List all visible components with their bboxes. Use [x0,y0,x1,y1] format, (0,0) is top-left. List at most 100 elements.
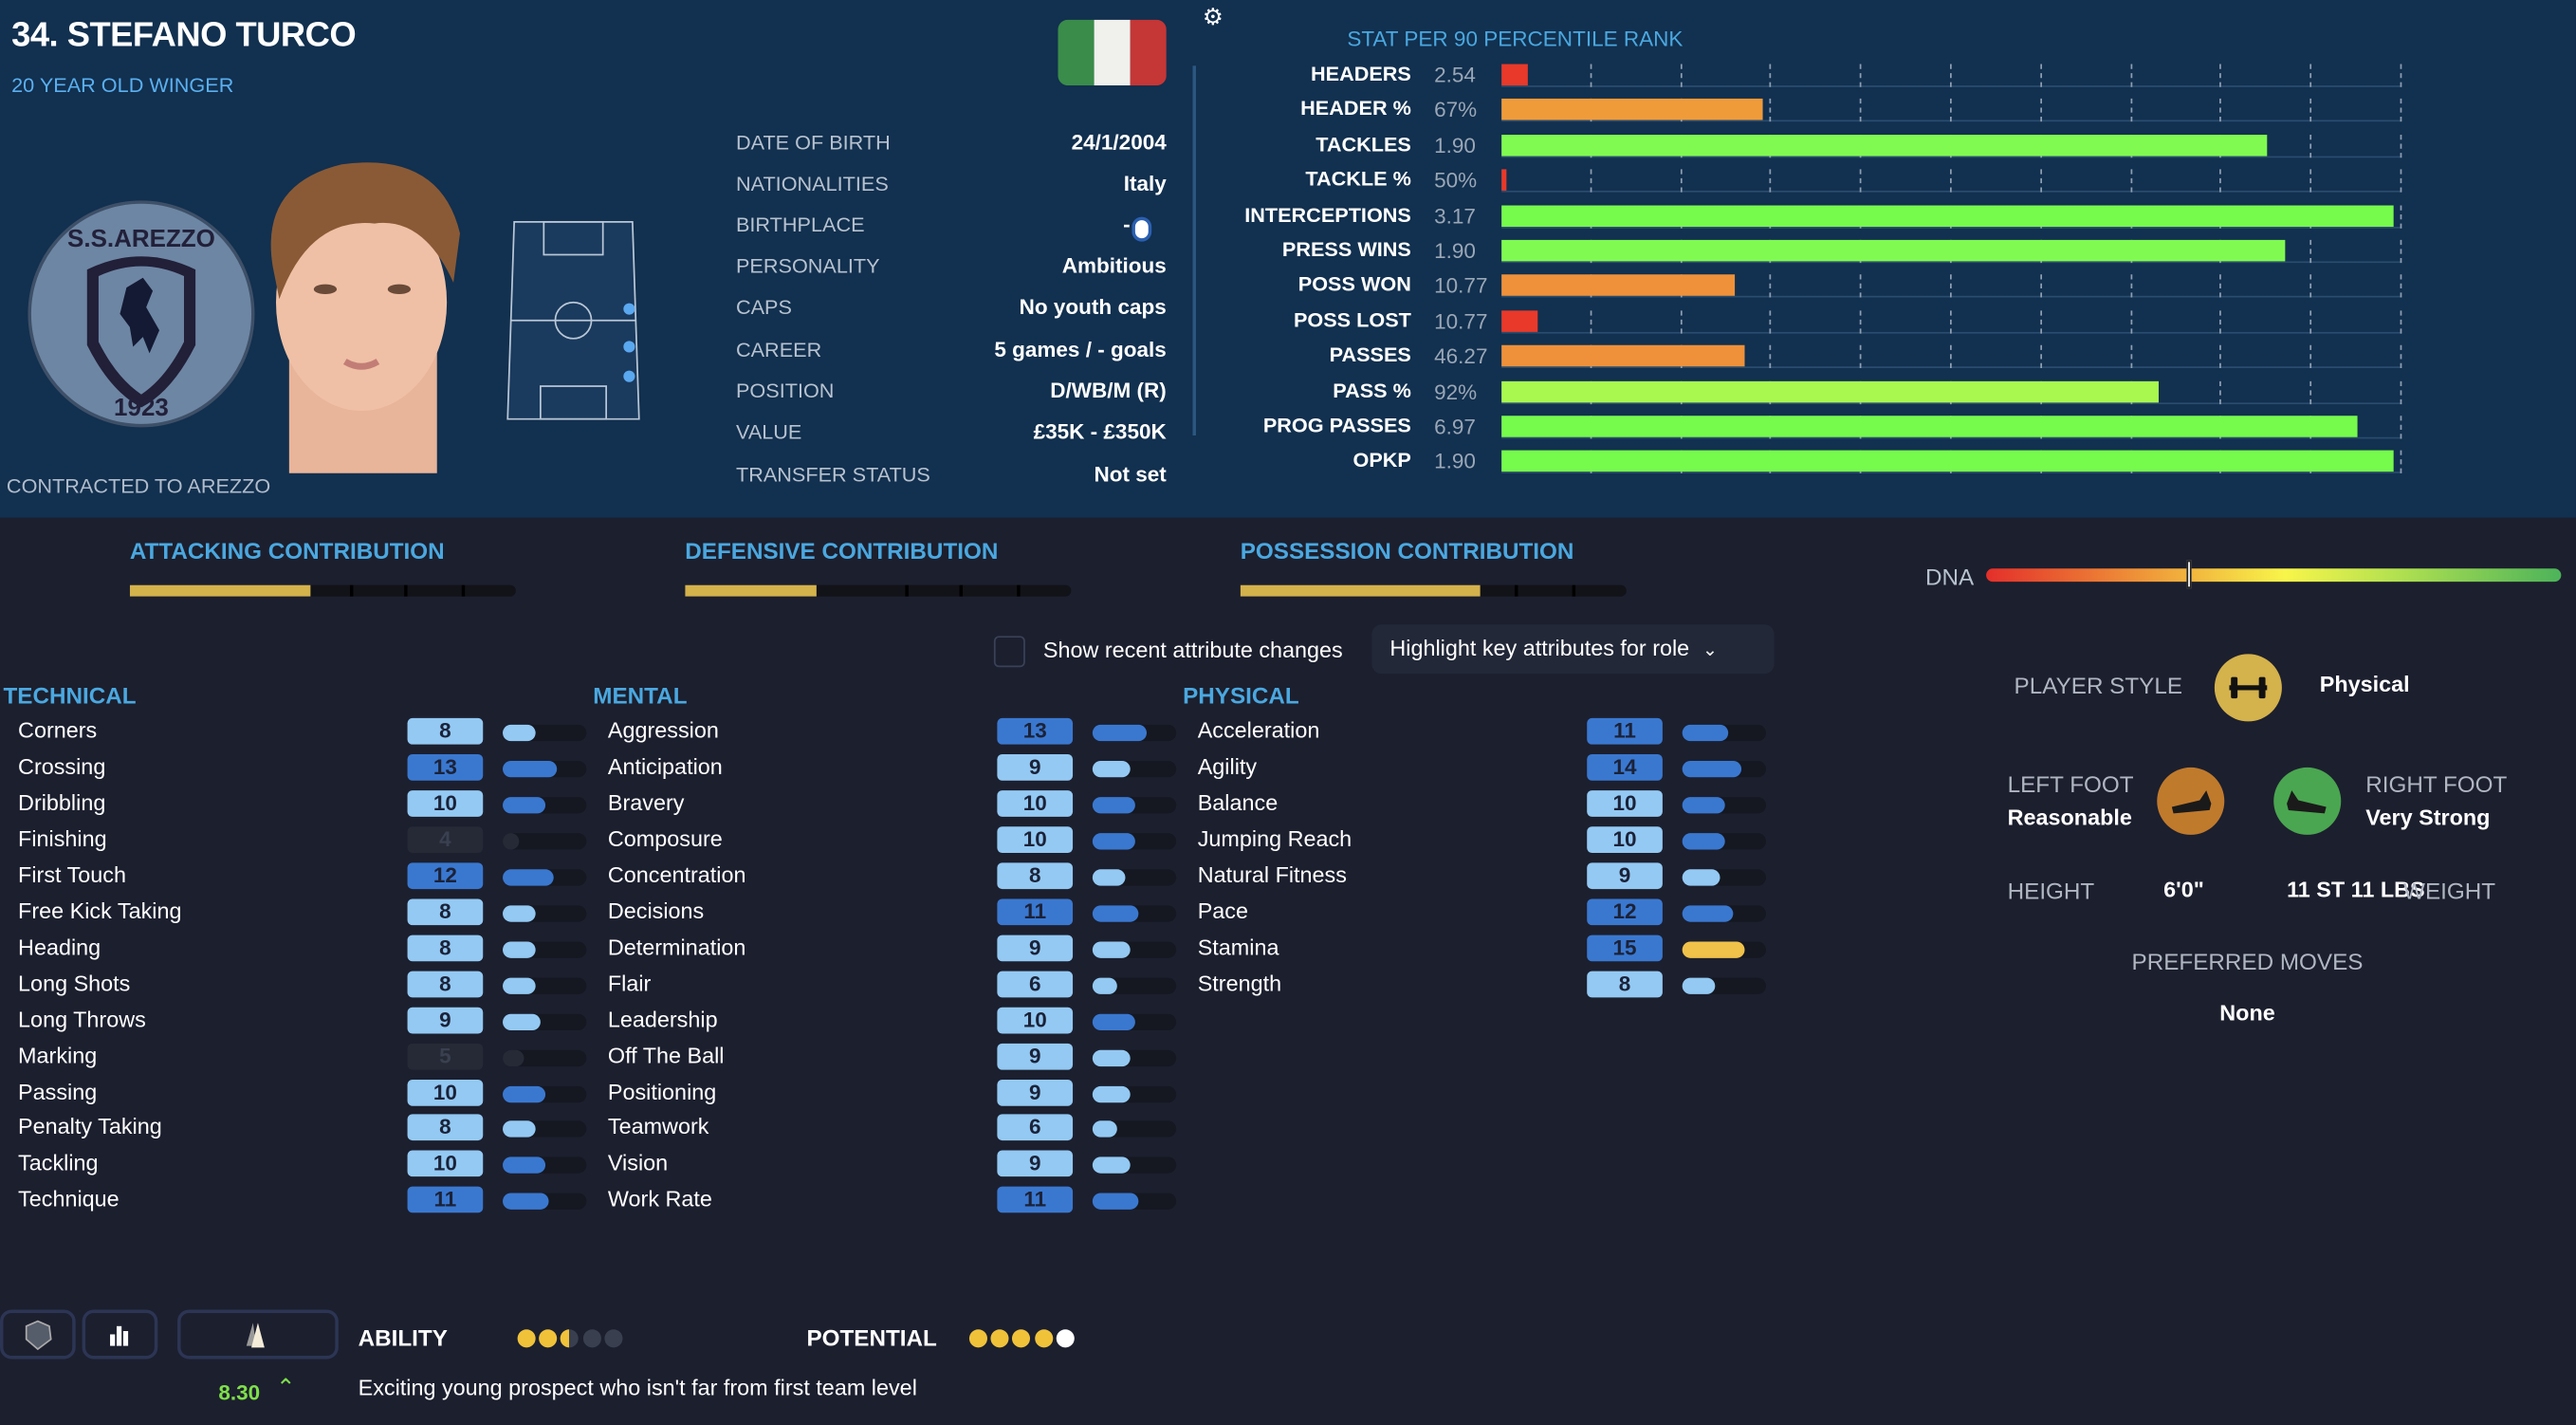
show-changes-checkbox[interactable] [993,636,1025,668]
attribute-bar-track [503,796,587,814]
attribute-name[interactable]: Stamina [1197,935,1279,960]
attribute-name[interactable]: Finishing [18,825,107,851]
attribute-value: 8 [407,717,484,745]
stat-value: 92% [1434,379,1478,404]
attribute-bar [503,1085,545,1102]
attribute-name[interactable]: Corners [18,717,98,743]
attribute-name[interactable]: Agility [1197,753,1258,779]
attribute-name[interactable]: Leadership [607,1007,718,1032]
attribute-bar [1092,724,1148,742]
left-foot-label: LEFT FOOT [2007,770,2134,798]
attribute-bar-track [503,868,587,886]
stat-tick [1950,64,1952,87]
contribution-fill [1240,584,1481,597]
attribute-name[interactable]: Long Throws [18,1007,146,1032]
attribute-name[interactable]: Anticipation [607,753,723,779]
attribute-name[interactable]: Pace [1197,898,1249,924]
attribute-name[interactable]: Vision [607,1151,669,1176]
attribute-name[interactable]: Tackling [18,1151,99,1176]
attribute-bar [1092,832,1135,850]
stat-label: PROG PASSES [1262,414,1411,437]
club-badge: S.S.AREZZO 1923 [25,197,258,431]
attribute-value: 13 [407,753,484,781]
attribute-name[interactable]: Work Rate [607,1187,712,1212]
attribute-bar [503,1157,545,1175]
physical-title: PHYSICAL [1183,681,1299,709]
stat-tick [2219,99,2222,122]
attribute-name[interactable]: Free Kick Taking [18,898,182,924]
bar-chart-button[interactable] [82,1309,158,1360]
right-boot-icon [2273,767,2342,835]
height-value: 6'0" [2163,877,2204,902]
distribution-button[interactable] [177,1309,339,1360]
contract-text: CONTRACTED TO AREZZO [6,474,271,498]
contribution-tick [1514,584,1518,597]
attribute-name[interactable]: Off The Ball [607,1043,725,1068]
attribute-value: 9 [407,1007,484,1033]
stat-percentile-track [1501,204,2402,229]
attribute-name[interactable]: Teamwork [607,1115,709,1140]
stat-row: TACKLES 1.90 [1248,131,2415,160]
attribute-bar [1682,868,1720,886]
attribute-name[interactable]: Crossing [18,753,106,779]
stat-tick [2400,380,2402,404]
attribute-name[interactable]: Technique [18,1187,120,1212]
highlight-role-dropdown[interactable]: Highlight key attributes for role ⌄ [1371,624,1775,675]
right-foot-label: RIGHT FOOT [2365,770,2508,798]
attribute-bar-track [1092,976,1177,994]
attribute-name[interactable]: Marking [18,1043,98,1068]
attribute-bar [503,724,537,742]
show-changes-label[interactable]: Show recent attribute changes [1042,638,1343,663]
attribute-name[interactable]: First Touch [18,862,126,887]
attribute-name[interactable]: Balance [1197,789,1279,815]
contribution-tick [349,584,354,597]
stat-tick [1680,64,1682,87]
stat-tick [1950,310,1952,334]
attribute-name[interactable]: Heading [18,935,101,960]
attribute-name[interactable]: Concentration [607,862,746,887]
attribute-bar-track [1682,904,1767,922]
dna-label: DNA [1925,564,1975,590]
attribute-bar [503,940,537,958]
info-label: BIRTHPLACE [735,213,865,237]
attribute-name[interactable]: Jumping Reach [1197,825,1352,851]
attribute-name[interactable]: Decisions [607,898,705,924]
stat-tick [2309,239,2312,264]
attribute-name[interactable]: Aggression [607,717,719,743]
attribute-bar [503,1194,549,1211]
stat-tick [2400,64,2402,87]
gear-icon[interactable]: ⚙ [1202,3,1224,30]
attribute-bar-track [1682,832,1767,850]
attribute-value: 8 [407,935,484,961]
stat-tick [2309,99,2312,122]
attribute-name[interactable]: Acceleration [1197,717,1320,743]
dumbbell-icon [2214,654,2282,722]
attribute-bar [503,1049,524,1066]
attribute-name[interactable]: Bravery [607,789,685,815]
stat-tick [1590,64,1592,87]
position-marker [623,341,635,353]
attribute-name[interactable]: Dribbling [18,789,106,815]
attribute-name[interactable]: Long Shots [18,971,131,996]
attribute-name[interactable]: Composure [607,825,723,851]
attribute-name[interactable]: Penalty Taking [18,1115,162,1140]
stat-value: 10.77 [1434,273,1488,299]
attribute-name[interactable]: Passing [18,1079,98,1104]
attribute-value: 13 [997,717,1074,745]
attribute-name[interactable]: Strength [1197,971,1282,996]
info-value: No youth caps [1019,294,1167,320]
attribute-name[interactable]: Determination [607,935,746,960]
attribute-name[interactable]: Flair [607,971,652,996]
svg-text:1923: 1923 [114,393,169,421]
attribute-name[interactable]: Positioning [607,1079,717,1104]
stat-label: PASS % [1333,379,1411,402]
attribute-value: 10 [407,1151,484,1177]
attributes-polygon-button[interactable] [0,1309,76,1360]
polygon-icon [25,1320,52,1351]
attribute-bar-track [1682,796,1767,814]
attribute-bar-track [503,904,587,922]
attribute-bar-track [1092,868,1177,886]
stat-tick [2309,134,2312,157]
attribute-name[interactable]: Natural Fitness [1197,862,1347,887]
stat-tick [2309,64,2312,87]
